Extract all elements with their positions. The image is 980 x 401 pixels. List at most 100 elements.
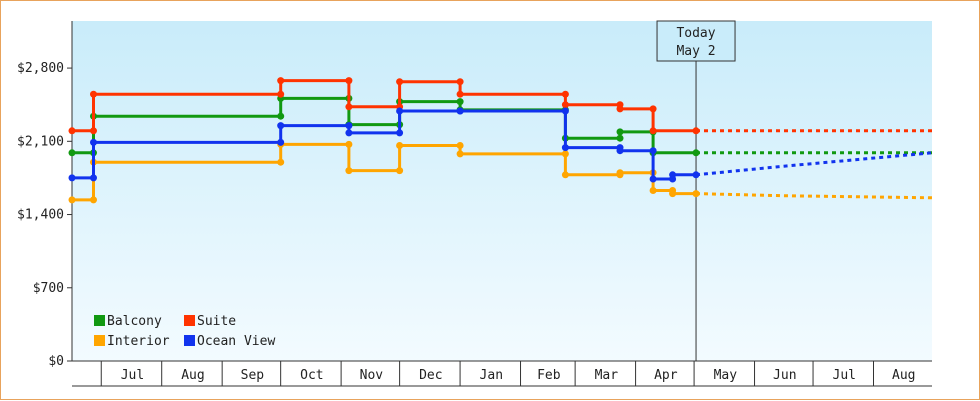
data-point [669,190,677,198]
data-point [345,167,353,175]
legend-label: Suite [197,314,236,329]
data-point [277,77,285,85]
data-point [692,127,700,135]
legend-label: Ocean View [197,334,275,349]
data-point [456,107,464,115]
data-point [345,77,353,85]
data-point [616,134,624,142]
data-point [616,169,624,177]
data-point [456,150,464,158]
data-point [90,138,97,146]
data-point [649,127,657,135]
x-tick-label: Nov [360,368,384,383]
series-forecast-ocean-view [695,151,933,177]
x-tick-label: Aug [181,368,204,383]
data-point [277,122,285,130]
data-point [561,150,569,158]
y-tick-label: $1,400 [17,208,64,223]
legend-swatch [184,315,195,326]
data-point [561,90,569,98]
data-point [396,129,404,137]
legend-item-suite: Suite [184,314,236,329]
today-box [656,20,736,62]
plot-background [72,21,932,361]
legend-item-balcony: Balcony [94,314,162,329]
data-point [396,107,404,115]
data-point [616,147,624,155]
x-tick-label: Mar [595,368,619,383]
data-point [277,158,285,166]
y-tick-label: $2,100 [17,134,64,149]
legend-label: Interior [107,334,170,349]
data-point [649,147,657,155]
legend-label: Balcony [107,314,162,329]
data-point [456,78,464,86]
data-point [90,174,97,182]
data-point [68,174,76,182]
x-tick-label: Oct [300,368,323,383]
data-point [692,190,700,198]
x-tick-label: Dec [419,368,442,383]
x-tick-label: Jul [833,368,856,383]
data-point [456,98,464,106]
data-point [649,187,657,194]
data-point [345,122,353,130]
data-point [396,78,404,86]
data-point [692,171,700,179]
data-point [649,175,657,183]
data-point [68,127,76,135]
data-point [692,149,700,157]
x-tick-label: May [714,368,738,383]
legend-item-interior: Interior [94,334,170,349]
data-point [68,196,76,204]
series-line-balcony [72,96,696,155]
today-label: Today [676,26,715,41]
series-line-suite [72,79,696,133]
x-tick-label: Jan [480,368,503,383]
data-point [396,167,404,175]
x-tick-label: Feb [537,368,561,383]
legend-item-ocean-view: Ocean View [184,334,275,349]
series-ocean-view [68,107,933,183]
y-tick-label: $0 [48,354,64,369]
data-point [649,105,657,113]
legend-swatch [184,335,195,346]
x-tick-label: Aug [892,368,915,383]
series-lines [68,77,933,204]
data-point [68,149,76,157]
data-point [561,107,569,115]
legend-swatch [94,335,105,346]
data-point [277,138,285,146]
data-point [90,90,97,98]
y-tick-label: $2,800 [17,61,64,76]
data-point [277,90,285,98]
today-date-label: May 2 [676,44,715,59]
data-point [396,142,404,149]
data-point [561,144,569,152]
series-forecast-interior [695,192,933,200]
axes: $0 $700 $1,400 $2,100 $2,800 Jul Aug Sep Oct Nov D… [17,21,932,387]
data-point [561,101,569,109]
x-tick-label: Jun [773,368,796,383]
data-point [90,196,97,204]
data-point [345,140,353,148]
data-point [277,112,285,120]
data-point [456,142,464,149]
data-point [345,129,353,137]
x-tick-label: Sep [241,368,265,383]
legend: Balcony Suite Interior Ocean View [94,314,275,349]
data-point [345,103,353,111]
x-tick-label: Apr [654,368,678,383]
x-tick-label: Jul [121,368,144,383]
legend-swatch [94,315,105,326]
data-point [561,171,569,179]
data-point [669,171,677,179]
data-point [456,90,464,98]
today-marker: Today May 2 [656,20,736,361]
series-interior [68,140,933,204]
data-point [90,127,97,135]
data-point [616,105,624,113]
data-point [616,128,624,136]
